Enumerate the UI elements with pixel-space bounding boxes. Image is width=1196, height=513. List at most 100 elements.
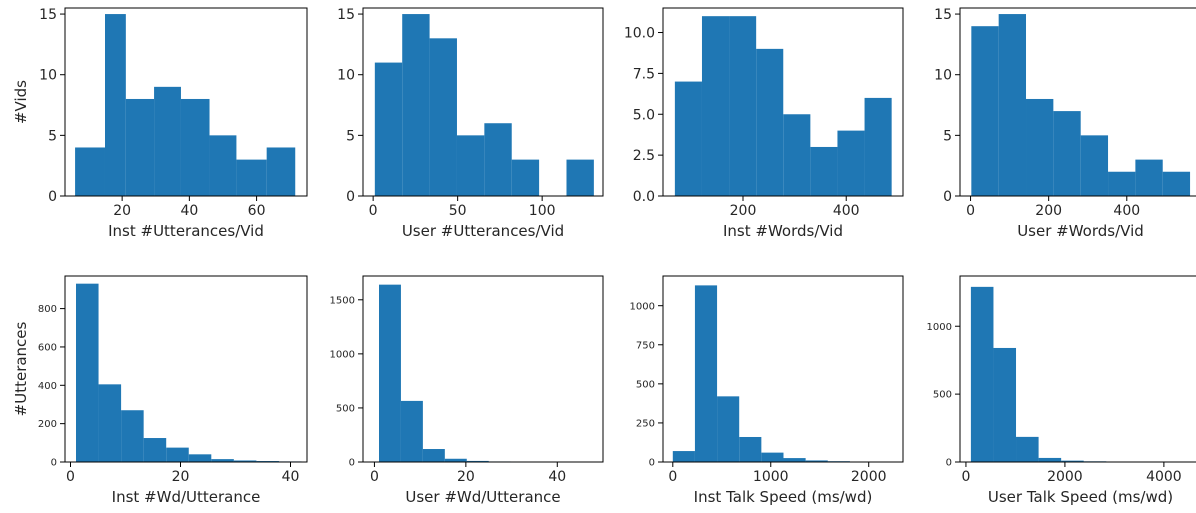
bar — [998, 14, 1027, 197]
y-tick-label: 1000 — [330, 349, 355, 360]
x-axis-label: Inst #Words/Vid — [723, 222, 843, 240]
axes-frame — [959, 7, 1196, 197]
x-axis-label: User Talk Speed (ms/wd) — [988, 488, 1173, 506]
bar — [739, 436, 762, 462]
bar — [1038, 457, 1062, 462]
bar — [211, 459, 234, 462]
axes-frame — [362, 275, 604, 463]
bar — [154, 86, 181, 196]
y-tick-label: 200 — [38, 419, 57, 430]
bar — [1108, 171, 1136, 196]
bar — [1162, 171, 1191, 196]
y-tick-label: 5.0 — [633, 107, 655, 123]
bar — [266, 147, 296, 196]
bar — [125, 98, 155, 196]
bar — [783, 114, 811, 196]
x-axis-label: User #Utterances/Vid — [402, 222, 564, 240]
x-axis-label: Inst #Utterances/Vid — [108, 222, 264, 240]
bar — [761, 452, 784, 462]
y-tick-label: 0 — [649, 458, 655, 469]
x-tick-label: 100 — [529, 203, 556, 219]
bar — [105, 14, 126, 197]
y-tick-label: 500 — [933, 390, 952, 401]
y-tick-label: 750 — [636, 340, 655, 351]
y-tick-label: 0 — [346, 189, 355, 205]
x-tick-label: 50 — [449, 203, 467, 219]
bar — [236, 159, 267, 196]
bar — [466, 460, 489, 462]
panel-row2-col4: 0 2000 4000 0 500 1000 User Talk Speed (ms/wd) — [927, 275, 1196, 506]
axes-frame — [64, 7, 308, 197]
bar — [837, 130, 865, 196]
bar — [1016, 436, 1039, 462]
y-tick-label: 1000 — [927, 322, 952, 333]
bar — [756, 48, 784, 197]
bar — [402, 14, 430, 197]
x-tick-label: 20 — [172, 469, 190, 485]
bar — [1135, 159, 1163, 196]
y-tick-label: 10.0 — [624, 26, 655, 42]
bar — [694, 285, 718, 462]
y-tick-label: 7.5 — [633, 66, 655, 82]
x-tick-label: 4000 — [1146, 469, 1182, 485]
bar — [456, 135, 485, 196]
y-tick-label: 0 — [48, 189, 57, 205]
bar — [864, 97, 892, 196]
x-tick-label: 200 — [1035, 203, 1062, 219]
bar — [717, 396, 740, 462]
y-tick-label: 500 — [336, 404, 355, 415]
y-tick-label: 600 — [38, 343, 57, 354]
bar — [121, 410, 144, 462]
x-axis-label: User #Words/Vid — [1017, 222, 1144, 240]
panel-row1-col2: 0 50 100 0 5 10 15 User #Utterances/Vid — [337, 7, 604, 240]
panel-row1-col3: 200 400 0.0 2.5 5.0 7.5 10.0 Inst #Words/Vid — [624, 7, 904, 240]
bar — [674, 81, 702, 196]
y-tick-label: 0 — [946, 458, 952, 469]
bar — [810, 146, 838, 196]
panel-row1-col1: 20 40 60 0 5 10 15 Inst #Utterances/Vid #Vids — [12, 7, 308, 240]
bar — [1053, 111, 1081, 196]
x-tick-label: 400 — [1113, 203, 1140, 219]
axes-frame — [362, 7, 604, 197]
bar — [1061, 460, 1084, 462]
y-tick-label: 10 — [934, 68, 952, 84]
bar — [993, 347, 1017, 462]
y-tick-label: 1500 — [330, 295, 355, 306]
bar — [566, 159, 594, 196]
bar — [805, 460, 828, 462]
bar — [971, 26, 999, 196]
bar — [484, 123, 512, 196]
x-axis-label: User #Wd/Utterance — [405, 488, 560, 506]
x-tick-label: 40 — [180, 203, 198, 219]
bar — [98, 384, 122, 462]
y-tick-label: 5 — [346, 128, 355, 144]
bar — [729, 16, 757, 197]
panel-row1-col4: 0 200 400 0 5 10 15 User #Words/Vid — [934, 7, 1196, 240]
y-tick-label: 400 — [38, 381, 57, 392]
y-tick-label: 1000 — [630, 301, 655, 312]
y-tick-label: 0 — [51, 458, 57, 469]
y-tick-label: 250 — [636, 419, 655, 430]
x-tick-label: 20 — [113, 203, 131, 219]
y-tick-label: 15 — [337, 7, 355, 23]
x-tick-label: 0 — [370, 469, 379, 485]
y-tick-label: 15 — [39, 7, 57, 23]
bar — [422, 449, 445, 462]
x-tick-label: 0 — [369, 203, 378, 219]
axes-frame — [662, 275, 904, 463]
y-tick-label: 5 — [48, 128, 57, 144]
bar — [783, 458, 806, 462]
bar — [143, 438, 167, 462]
x-tick-label: 0 — [966, 203, 975, 219]
y-axis-label: #Utterances — [12, 321, 30, 416]
y-tick-label: 2.5 — [633, 148, 655, 164]
axes-frame — [959, 275, 1196, 463]
y-tick-label: 5 — [943, 128, 952, 144]
bar — [76, 283, 99, 462]
x-tick-label: 40 — [548, 469, 566, 485]
x-tick-label: 20 — [457, 469, 475, 485]
x-tick-label: 2000 — [1047, 469, 1083, 485]
x-tick-label: 60 — [248, 203, 266, 219]
y-tick-label: 0.0 — [633, 189, 655, 205]
